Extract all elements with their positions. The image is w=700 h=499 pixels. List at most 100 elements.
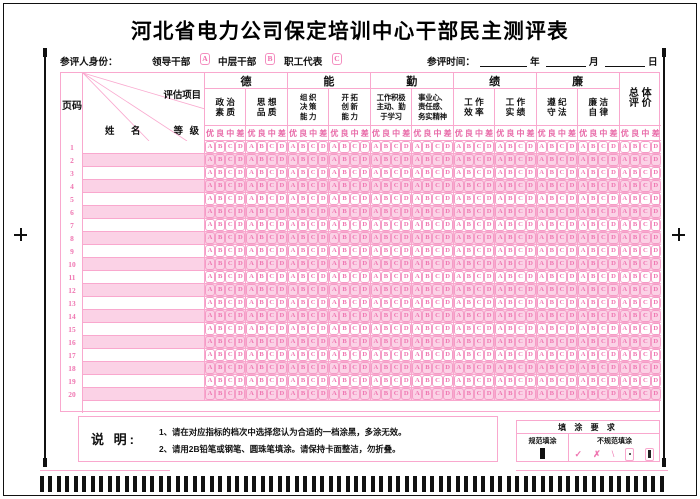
answer-bubble-C[interactable]: C	[473, 336, 485, 348]
answer-bubble-C[interactable]: C	[473, 193, 485, 205]
answer-bubble-D[interactable]: D	[442, 180, 453, 192]
answer-bubble-D[interactable]: D	[525, 388, 536, 400]
answer-bubble-A[interactable]: A	[619, 349, 630, 361]
answer-bubble-C[interactable]: C	[473, 388, 485, 400]
answer-bubble-D[interactable]: D	[401, 180, 412, 192]
answer-bubble-B[interactable]: B	[298, 310, 309, 322]
answer-bubble-D[interactable]: D	[235, 310, 246, 322]
answer-bubble-B[interactable]: B	[256, 336, 267, 348]
answer-bubble-D[interactable]: D	[566, 219, 578, 231]
answer-bubble-B[interactable]: B	[546, 349, 557, 361]
answer-bubble-B[interactable]: B	[380, 375, 392, 387]
answer-bubble-B[interactable]: B	[505, 141, 516, 153]
answer-bubble-D[interactable]: D	[318, 232, 329, 244]
answer-bubble-D[interactable]: D	[608, 349, 619, 361]
answer-bubble-B[interactable]: B	[546, 336, 557, 348]
answer-bubble-A[interactable]: A	[287, 193, 299, 205]
answer-bubble-C[interactable]: C	[473, 297, 485, 309]
answer-bubble-A[interactable]: A	[578, 323, 589, 335]
answer-bubble-C[interactable]: C	[515, 362, 526, 374]
answer-bubble-C[interactable]: C	[225, 206, 236, 218]
answer-bubble-B[interactable]: B	[380, 362, 392, 374]
answer-bubble-D[interactable]: D	[566, 180, 578, 192]
answer-bubble-D[interactable]: D	[566, 232, 578, 244]
answer-bubble-A[interactable]: A	[453, 141, 464, 153]
answer-bubble-B[interactable]: B	[339, 388, 350, 400]
answer-bubble-A[interactable]: A	[495, 245, 506, 257]
answer-bubble-A[interactable]: A	[287, 180, 299, 192]
answer-bubble-B[interactable]: B	[339, 167, 350, 179]
answer-bubble-B[interactable]: B	[505, 271, 516, 283]
answer-bubble-B[interactable]: B	[629, 388, 641, 400]
answer-bubble-D[interactable]: D	[359, 206, 370, 218]
answer-bubble-A[interactable]: A	[495, 336, 506, 348]
answer-bubble-A[interactable]: A	[412, 206, 423, 218]
answer-bubble-C[interactable]: C	[556, 297, 567, 309]
answer-bubble-A[interactable]: A	[495, 375, 506, 387]
answer-bubble-A[interactable]: A	[205, 284, 216, 296]
answer-bubble-C[interactable]: C	[391, 349, 402, 361]
answer-bubble-A[interactable]: A	[246, 232, 257, 244]
answer-bubble-B[interactable]: B	[463, 375, 474, 387]
answer-bubble-C[interactable]: C	[556, 375, 567, 387]
answer-bubble-D[interactable]: D	[401, 206, 412, 218]
answer-bubble-B[interactable]: B	[215, 258, 226, 270]
answer-bubble-A[interactable]: A	[453, 193, 464, 205]
answer-bubble-B[interactable]: B	[588, 258, 599, 270]
answer-bubble-B[interactable]: B	[463, 349, 474, 361]
name-input-cell-row-2[interactable]	[83, 154, 205, 167]
answer-bubble-B[interactable]: B	[505, 310, 516, 322]
answer-bubble-C[interactable]: C	[391, 375, 402, 387]
answer-bubble-B[interactable]: B	[339, 284, 350, 296]
answer-bubble-A[interactable]: A	[205, 245, 216, 257]
answer-bubble-C[interactable]: C	[308, 193, 319, 205]
answer-bubble-D[interactable]: D	[401, 167, 412, 179]
answer-bubble-D[interactable]: D	[608, 375, 619, 387]
name-input-cell-row-14[interactable]	[83, 310, 205, 323]
answer-bubble-A[interactable]: A	[412, 232, 423, 244]
answer-bubble-A[interactable]: A	[370, 206, 381, 218]
answer-bubble-C[interactable]: C	[515, 245, 526, 257]
answer-bubble-C[interactable]: C	[225, 180, 236, 192]
answer-bubble-A[interactable]: A	[246, 167, 257, 179]
answer-bubble-B[interactable]: B	[463, 362, 474, 374]
answer-bubble-C[interactable]: C	[225, 297, 236, 309]
answer-bubble-C[interactable]: C	[515, 167, 526, 179]
answer-bubble-C[interactable]: C	[432, 388, 443, 400]
answer-bubble-D[interactable]: D	[442, 193, 453, 205]
answer-bubble-B[interactable]: B	[463, 219, 474, 231]
answer-bubble-C[interactable]: C	[473, 180, 485, 192]
answer-bubble-D[interactable]: D	[235, 141, 246, 153]
answer-bubble-D[interactable]: D	[318, 388, 329, 400]
answer-bubble-D[interactable]: D	[566, 206, 578, 218]
answer-bubble-D[interactable]: D	[566, 245, 578, 257]
answer-bubble-C[interactable]: C	[640, 206, 651, 218]
answer-bubble-A[interactable]: A	[205, 362, 216, 374]
answer-bubble-C[interactable]: C	[598, 271, 609, 283]
answer-bubble-B[interactable]: B	[463, 284, 474, 296]
answer-bubble-C[interactable]: C	[266, 258, 277, 270]
answer-bubble-D[interactable]: D	[650, 297, 661, 309]
